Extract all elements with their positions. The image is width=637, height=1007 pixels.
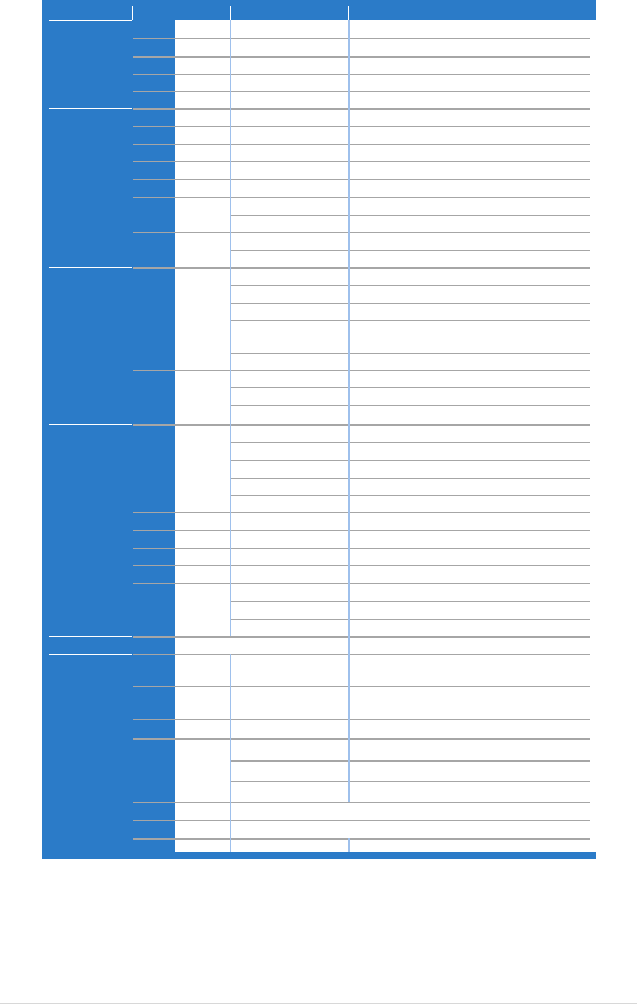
- row-divider: [231, 601, 590, 602]
- row-divider: [133, 738, 590, 740]
- row-divider: [133, 548, 590, 549]
- row-divider: [133, 424, 590, 426]
- row-divider: [231, 387, 590, 388]
- group-divider: [49, 654, 132, 655]
- column-divider: [348, 838, 350, 852]
- row-divider: [231, 495, 590, 496]
- row-divider: [231, 442, 590, 443]
- row-divider: [133, 126, 590, 127]
- header-column-divider: [230, 6, 231, 20]
- row-divider: [133, 636, 590, 638]
- header-column-divider: [132, 6, 133, 20]
- page-footer-rule: [0, 1003, 637, 1004]
- row-divider: [133, 583, 590, 584]
- row-divider: [133, 838, 590, 840]
- row-divider: [231, 285, 590, 286]
- row-divider: [133, 108, 590, 110]
- row-divider: [133, 267, 590, 269]
- row-divider: [133, 654, 590, 655]
- table-body: [175, 20, 632, 852]
- row-divider: [133, 719, 590, 720]
- row-divider: [133, 74, 590, 75]
- row-divider: [231, 405, 590, 406]
- row-divider: [133, 512, 590, 513]
- row-divider: [231, 320, 590, 321]
- row-divider: [133, 56, 590, 58]
- row-divider: [133, 802, 590, 803]
- group-divider: [49, 267, 132, 268]
- column-divider: [348, 20, 350, 802]
- header-column-divider: [348, 6, 349, 20]
- row-divider: [133, 91, 590, 92]
- group-divider: [49, 108, 132, 109]
- group-divider: [49, 20, 132, 21]
- row-divider: [231, 250, 590, 251]
- row-divider: [133, 565, 590, 566]
- column-divider: [230, 20, 231, 636]
- group-divider: [49, 636, 132, 637]
- row-divider: [133, 686, 590, 687]
- row-divider: [133, 530, 590, 531]
- row-divider: [133, 370, 590, 371]
- row-divider: [231, 478, 590, 479]
- row-divider: [231, 781, 590, 782]
- row-divider: [133, 197, 590, 198]
- row-divider: [231, 460, 590, 461]
- row-divider: [231, 303, 590, 304]
- column-divider: [230, 654, 231, 852]
- row-divider: [231, 619, 590, 620]
- row-divider: [133, 161, 590, 162]
- row-divider: [231, 760, 590, 762]
- row-divider: [133, 179, 590, 180]
- row-divider: [231, 215, 590, 216]
- spec-table: [42, 0, 632, 859]
- row-divider: [133, 38, 590, 39]
- group-divider: [49, 424, 132, 425]
- row-divider: [133, 820, 590, 821]
- row-divider: [133, 232, 590, 233]
- row-divider: [133, 144, 590, 145]
- row-divider: [231, 353, 590, 354]
